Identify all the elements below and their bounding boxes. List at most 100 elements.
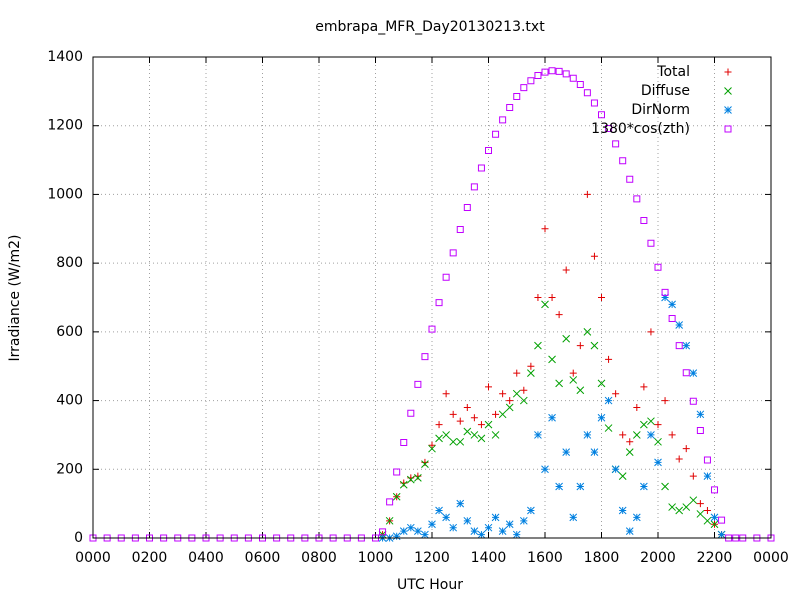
point — [739, 534, 747, 542]
point — [414, 472, 422, 480]
y-tick-label: 1400 — [47, 49, 83, 65]
point — [442, 390, 450, 398]
point — [406, 475, 415, 484]
point — [421, 460, 429, 468]
point — [640, 383, 648, 391]
point — [717, 530, 726, 539]
point — [449, 523, 458, 532]
point — [689, 472, 697, 480]
point — [576, 482, 585, 491]
point — [541, 465, 549, 474]
point — [576, 80, 584, 88]
point — [499, 116, 507, 124]
point — [449, 410, 457, 418]
series — [379, 190, 726, 539]
point — [569, 74, 577, 82]
point — [689, 397, 697, 405]
point — [456, 437, 465, 446]
point — [562, 448, 571, 456]
point — [625, 527, 634, 535]
point — [725, 534, 733, 542]
point — [174, 534, 182, 542]
y-tick-label: 800 — [56, 255, 83, 271]
point — [534, 72, 542, 80]
x-tick-label: 1800 — [584, 550, 620, 566]
point — [562, 266, 570, 274]
point — [527, 369, 535, 377]
point — [244, 534, 252, 542]
point — [519, 396, 528, 405]
point — [520, 386, 528, 394]
x-tick-label: 0400 — [188, 550, 224, 566]
point — [710, 520, 719, 529]
point — [583, 431, 592, 439]
point — [647, 417, 655, 426]
point — [499, 390, 507, 398]
point — [604, 424, 613, 432]
point — [541, 300, 549, 309]
point — [379, 528, 387, 536]
legend-label: Diffuse — [641, 83, 690, 99]
point — [541, 68, 549, 76]
legend-marker — [724, 125, 732, 133]
point — [407, 409, 415, 417]
x-tick-label: 0000 — [75, 550, 111, 566]
point — [633, 403, 641, 411]
point — [491, 431, 500, 439]
point — [470, 527, 479, 535]
point — [202, 534, 210, 542]
point — [160, 534, 168, 542]
point — [477, 421, 485, 429]
point — [612, 390, 620, 398]
point — [421, 530, 429, 539]
y-tick-label: 0 — [74, 530, 83, 546]
x-axis-label: UTC Hour — [397, 577, 463, 593]
point — [498, 527, 507, 535]
point — [386, 498, 394, 506]
point — [435, 506, 443, 515]
point — [534, 294, 542, 301]
point — [477, 530, 486, 539]
point — [732, 534, 740, 542]
point — [640, 420, 648, 429]
point — [428, 325, 436, 333]
point — [555, 379, 563, 388]
point — [612, 140, 620, 148]
point — [654, 437, 662, 446]
point — [456, 225, 464, 233]
point — [463, 203, 471, 211]
point — [485, 383, 492, 391]
y-tick-label: 600 — [56, 324, 83, 340]
point — [442, 513, 450, 522]
legend-marker — [724, 106, 732, 114]
point — [513, 93, 521, 101]
point — [618, 472, 627, 481]
point — [421, 353, 429, 361]
x-tick-label: 1400 — [471, 550, 507, 566]
point — [619, 157, 627, 165]
point — [442, 273, 450, 281]
point — [703, 507, 711, 515]
point — [527, 77, 535, 85]
point — [512, 530, 521, 539]
point — [675, 321, 684, 329]
point — [632, 431, 641, 439]
point — [675, 506, 684, 515]
point — [689, 369, 698, 377]
point — [618, 506, 627, 515]
point — [548, 355, 556, 364]
point — [583, 89, 591, 97]
point — [661, 482, 669, 491]
point — [661, 288, 669, 296]
x-tick-label: 0800 — [301, 550, 337, 566]
point — [654, 421, 662, 429]
legend-label: 1380*cos(zth) — [591, 121, 690, 137]
point — [477, 164, 485, 172]
point — [604, 396, 613, 405]
point — [513, 369, 521, 377]
point — [696, 426, 704, 434]
point — [534, 431, 542, 439]
point — [463, 427, 472, 436]
point — [626, 438, 634, 446]
